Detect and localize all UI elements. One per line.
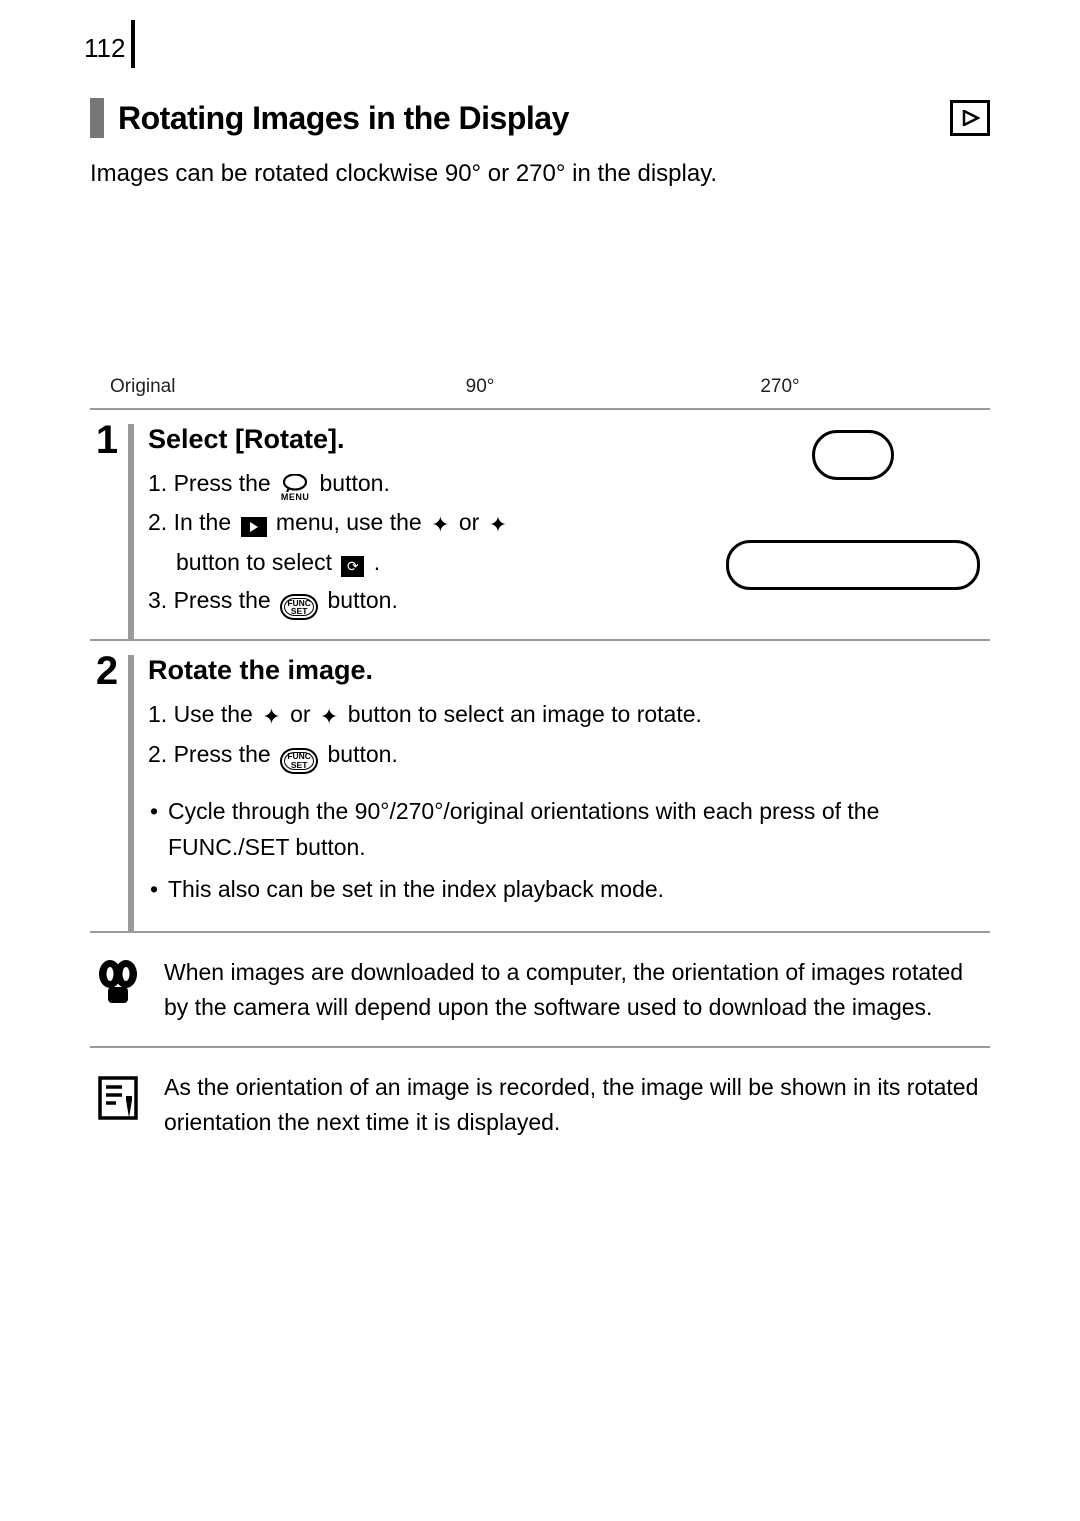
- step-2-line-1: 1. Use the ✦ or ✦ button to select an im…: [148, 696, 986, 734]
- illustration-placeholder-small: [812, 430, 894, 480]
- step-1-number: 1: [90, 420, 124, 621]
- func-set-button-icon: FUNC SET: [280, 594, 318, 620]
- note-caution: When images are downloaded to a computer…: [90, 955, 990, 1024]
- step-1-title: Select [Rotate].: [148, 424, 730, 455]
- example-label-90: 90°: [430, 376, 530, 398]
- step-2: 2 Rotate the image. 1. Use the ✦ or ✦ bu…: [90, 641, 990, 933]
- step-1-illustrations: [726, 430, 980, 590]
- up-arrow-icon: ✦: [431, 507, 449, 542]
- left-arrow-icon: ✦: [262, 699, 280, 734]
- caution-icon: [96, 959, 142, 1010]
- heading-accent-bar: [90, 98, 104, 138]
- step-1-line-2: 2. In the menu, use the ✦ or ✦: [148, 504, 730, 542]
- step-2-number: 2: [90, 651, 124, 913]
- playback-mode-icon: [950, 100, 990, 136]
- page-number: 112: [84, 33, 131, 68]
- down-arrow-icon: ✦: [489, 507, 507, 542]
- step-1: 1 Select [Rotate]. 1. Press the MENU but…: [90, 410, 990, 641]
- right-arrow-icon: ✦: [320, 699, 338, 734]
- step-2-vbar: [128, 655, 134, 931]
- step-1-vbar: [128, 424, 134, 639]
- playback-menu-icon: [241, 517, 267, 537]
- memo-icon: [96, 1074, 142, 1127]
- note-memo: As the orientation of an image is record…: [90, 1070, 990, 1139]
- step-1-line-1: 1. Press the MENU button.: [148, 465, 730, 502]
- illustration-placeholder-large: [726, 540, 980, 590]
- intro-text: Images can be rotated clockwise 90° or 2…: [90, 158, 990, 189]
- step-1-line-2-cont: button to select ⟳ .: [148, 544, 730, 581]
- step-2-bullet-1: • Cycle through the 90°/270°/original or…: [148, 794, 986, 865]
- page-title: Rotating Images in the Display: [118, 100, 569, 137]
- example-images-area: [90, 199, 990, 374]
- rotate-option-icon: ⟳: [341, 556, 364, 577]
- note-caution-text: When images are downloaded to a computer…: [164, 955, 984, 1024]
- example-label-270: 270°: [730, 376, 830, 398]
- steps-container: 1 Select [Rotate]. 1. Press the MENU but…: [90, 408, 990, 933]
- step-2-bullet-2: • This also can be set in the index play…: [148, 872, 986, 908]
- func-set-button-icon: FUNC SET: [280, 748, 318, 774]
- example-labels-row: Original 90° 270°: [90, 374, 990, 408]
- note-separator: [90, 1046, 990, 1048]
- step-2-title: Rotate the image.: [148, 655, 986, 686]
- page-number-block: 112: [84, 20, 990, 68]
- menu-button-icon: MENU: [280, 474, 310, 504]
- heading-row: Rotating Images in the Display: [90, 98, 990, 138]
- example-label-original: Original: [110, 376, 230, 398]
- page-number-bar: [131, 20, 135, 68]
- step-2-line-2: 2. Press the FUNC SET button.: [148, 736, 986, 773]
- note-memo-text: As the orientation of an image is record…: [164, 1070, 984, 1139]
- step-1-line-3: 3. Press the FUNC SET button.: [148, 582, 730, 619]
